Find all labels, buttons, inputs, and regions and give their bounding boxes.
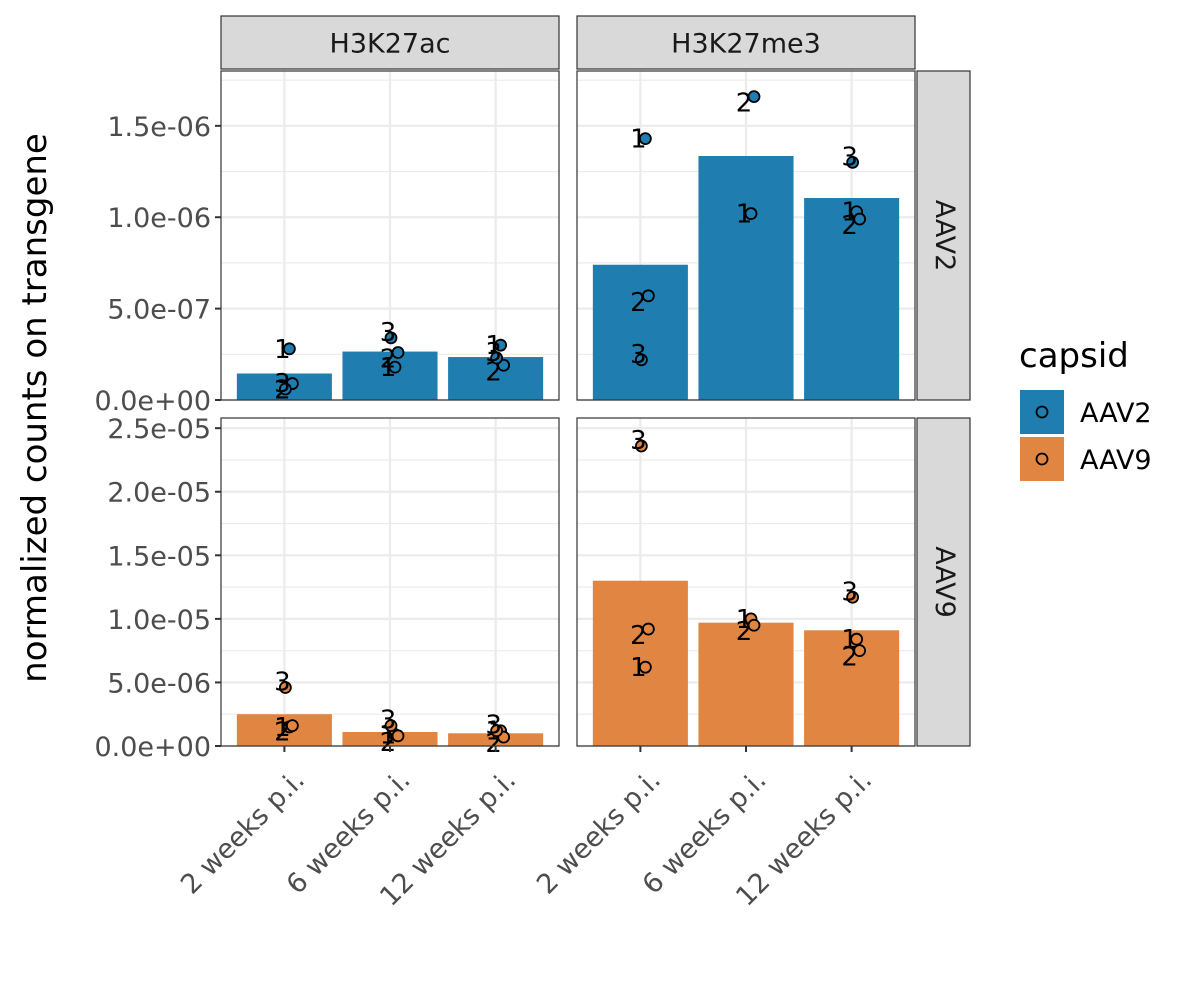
strip-label-aav9: AAV9 [929, 546, 960, 618]
legend-label-aav2: AAV2 [1080, 398, 1152, 429]
data-point [384, 331, 398, 345]
bar-6-weeks-p-i [342, 351, 438, 400]
data-point [853, 212, 867, 226]
data-point [638, 132, 652, 146]
data-point [846, 590, 860, 604]
replicate-label: 2 [841, 643, 858, 673]
legend-title: capsid [1019, 336, 1129, 376]
data-point [285, 719, 299, 733]
y-tick-label: 2.0e-05 [107, 478, 211, 509]
strip-aav9 [916, 417, 971, 747]
y-tick-label: 5.0e-06 [107, 668, 211, 699]
bar-6-weeks-p-i [342, 732, 438, 746]
data-point [391, 729, 405, 743]
y-tick-label: 2.5e-05 [107, 414, 211, 445]
legend: capsid AAV2 AAV9 [1019, 336, 1152, 481]
data-point [747, 90, 761, 103]
data-point [641, 622, 655, 636]
strip-h3k27me3 [576, 15, 916, 70]
data-point [634, 439, 648, 453]
bar-12-weeks-p-i [804, 630, 900, 746]
y-tick-label: 1.5e-05 [107, 541, 211, 572]
replicate-label: 2 [274, 718, 291, 748]
replicate-label: 3 [485, 338, 502, 368]
replicate-label: 3 [630, 340, 647, 370]
legend-label-aav9: AAV9 [1080, 445, 1152, 476]
data-point [490, 724, 504, 738]
replicate-label: 3 [841, 142, 858, 172]
bar-6-weeks-p-i [698, 155, 794, 400]
replicate-label: 3 [274, 668, 291, 698]
data-point [747, 618, 761, 632]
panel-border [576, 70, 916, 401]
replicate-label: 3 [274, 369, 291, 399]
replicate-label: 3 [841, 577, 858, 607]
panel-border [220, 70, 560, 401]
replicate-label: 1 [736, 200, 753, 230]
replicate-label: 1 [274, 713, 291, 743]
y-tick-label: 1.0e-05 [107, 605, 211, 636]
replicate-label: 3 [485, 711, 502, 741]
data-point [384, 719, 398, 733]
replicate-label: 1 [630, 653, 647, 683]
data-point [853, 644, 867, 658]
replicate-label: 1 [841, 625, 858, 655]
legend-point-aav2 [1035, 405, 1049, 419]
replicate-label: 2 [380, 344, 397, 374]
y-tick-label: 1.0e-06 [107, 203, 211, 234]
y-tick-label: 1.5e-06 [107, 112, 211, 143]
replicate-label: 2 [736, 617, 753, 647]
bar-12-weeks-p-i [804, 198, 900, 400]
replicate-label: 1 [380, 353, 397, 383]
replicate-label: 2 [841, 211, 858, 241]
data-point [282, 342, 296, 356]
replicate-label: 1 [630, 125, 647, 155]
data-point [744, 207, 758, 220]
data-point [490, 351, 504, 365]
data-point [634, 353, 648, 367]
strip-label-aav2: AAV2 [929, 200, 960, 272]
replicate-label: 3 [380, 706, 397, 736]
replicate-label: 3 [380, 318, 397, 348]
replicate-label: 2 [380, 728, 397, 758]
data-point [278, 382, 292, 396]
replicate-label: 2 [630, 621, 647, 651]
data-point [278, 681, 292, 694]
data-point [846, 155, 860, 169]
y-tick-label: 0.0e+00 [94, 732, 211, 763]
data-point [850, 632, 864, 646]
replicate-label: 1 [274, 335, 291, 365]
y-tick-label: 0.0e+00 [94, 386, 211, 417]
bar-12-weeks-p-i [448, 733, 544, 746]
data-point [638, 660, 652, 674]
data-point [494, 338, 508, 352]
bar-2-weeks-p-i [592, 264, 688, 400]
replicate-label: 2 [485, 357, 502, 387]
strip-label-h3k27me3: H3K27me3 [671, 29, 821, 60]
data-point [641, 289, 655, 303]
legend-point-aav9 [1035, 452, 1049, 466]
replicate-label: 2 [630, 288, 647, 318]
y-axis-title: normalized counts on transgene [15, 133, 55, 683]
strip-h3k27ac [220, 15, 560, 70]
data-point [388, 360, 402, 374]
replicate-label: 3 [630, 426, 647, 456]
strip-aav2 [916, 70, 971, 401]
replicate-label: 2 [736, 89, 753, 119]
strip-label-h3k27ac: H3K27ac [330, 29, 451, 60]
data-point [391, 346, 405, 359]
y-tick-label: 5.0e-07 [107, 295, 211, 326]
bar-6-weeks-p-i [698, 622, 794, 746]
